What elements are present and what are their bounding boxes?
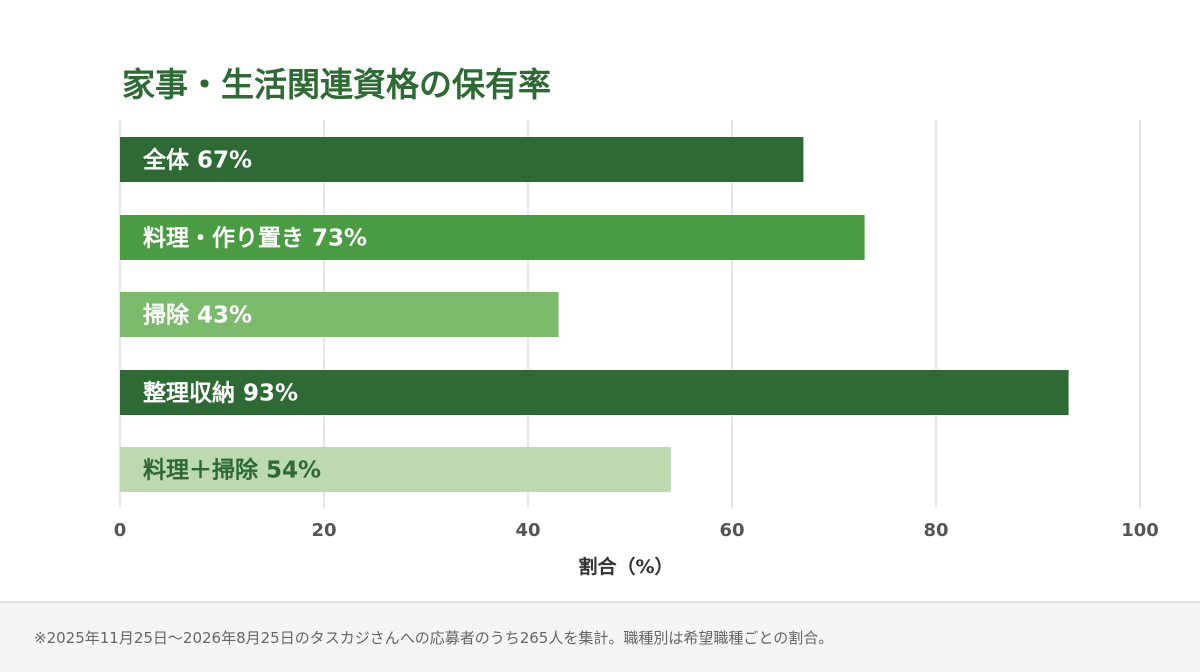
bar [120,447,671,492]
x-axis-ticks: 0 20 40 60 80 100 [114,520,1159,541]
bar-label: 整理収納 93% [143,380,298,407]
bar [120,370,1069,415]
chart-title: 家事・生活関連資格の保有率 [122,65,551,104]
x-tick-label: 20 [311,520,336,541]
x-tick-label: 40 [515,520,540,541]
bar-label: 料理・作り置き 73% [143,226,367,252]
bar-label: 全体 67% [142,147,252,174]
bar [120,215,865,260]
footer: ※2025年11月25日〜2026年8月25日のタスカジさんへの応募者のうち26… [0,601,1200,672]
bar-labels: 全体 67% 料理・作り置き 73% 掃除 43% 整理収納 93% 料理＋掃除 54% [142,147,367,484]
x-tick-label: 0 [114,520,127,541]
x-tick-label: 100 [1121,520,1159,541]
bar-chart: 全体 67% 料理・作り置き 73% 掃除 43% 整理収納 93% 料理＋掃除 54%… [114,120,1159,578]
x-tick-label: 60 [719,520,744,541]
bar [120,292,559,337]
x-tick-label: 80 [923,520,948,541]
x-axis-title: 割合（%） [578,555,673,578]
bar-label: 掃除 43% [143,302,252,329]
bar-label: 料理＋掃除 54% [143,457,321,484]
footnote: ※2025年11月25日〜2026年8月25日のタスカジさんへの応募者のうち26… [34,629,834,647]
bars [120,137,1069,492]
bar [120,137,804,182]
